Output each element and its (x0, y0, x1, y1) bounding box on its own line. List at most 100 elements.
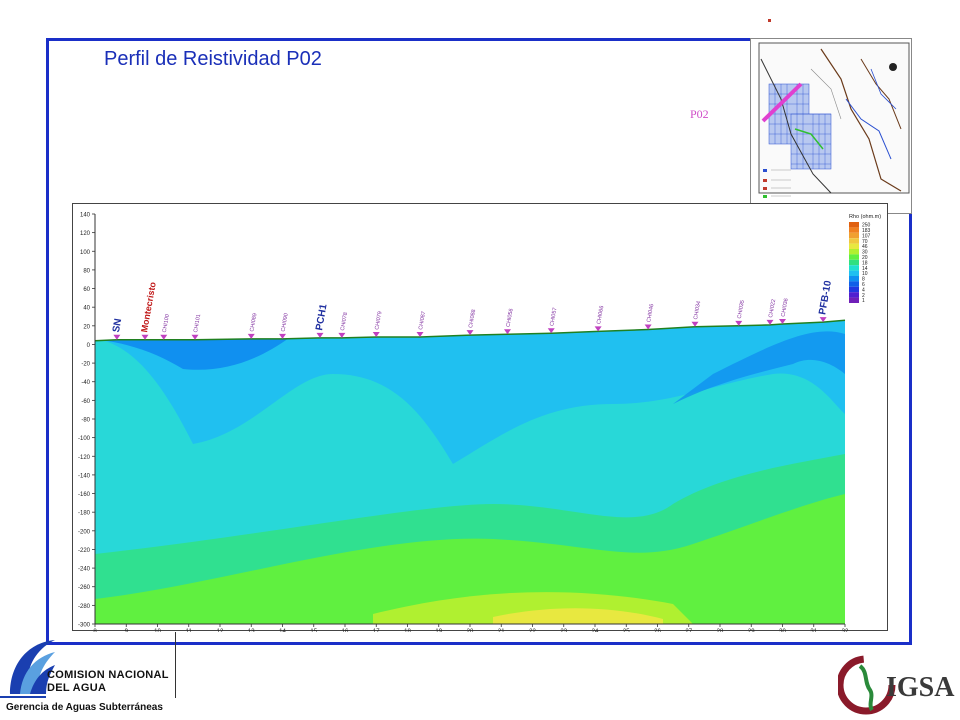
legend-value: 30 (862, 250, 868, 256)
station-marker (819, 317, 827, 323)
station-marker (191, 334, 199, 340)
legend-swatch (849, 232, 859, 239)
conagua-logo (0, 640, 55, 698)
station-marker (141, 334, 149, 340)
legend-value: 70 (862, 239, 868, 245)
x-tick-label: 22 (529, 629, 536, 632)
legend-swatch (849, 254, 859, 260)
legend-title: Rho (ohm.m) (849, 214, 881, 220)
station-markers: SN Montecristo CHI100 CHI101 CHI089 CHI090 PCH… (111, 279, 834, 340)
station-label: CHI088 (468, 309, 477, 328)
station-label: CHI090 (281, 313, 290, 332)
x-tick-label: 24 (592, 629, 599, 632)
conagua-line2: DEL AGUA (47, 682, 107, 694)
y-tick-label: -40 (81, 380, 90, 386)
legend-swatch (849, 270, 859, 276)
station-label: CHI078 (340, 312, 349, 331)
station-label: PFB-10 (817, 279, 834, 315)
y-tick-label: -20 (81, 362, 90, 368)
igsa-label: IGSA (886, 672, 955, 703)
legend-value: 10 (862, 271, 868, 277)
station-label: CHI022 (768, 299, 777, 318)
y-tick-label: 140 (80, 213, 91, 219)
x-tick-label: 20 (467, 629, 474, 632)
x-tick-label: 27 (685, 629, 692, 632)
legend-swatch (849, 265, 859, 271)
station-marker (247, 333, 255, 339)
station-label: CHI101 (193, 314, 202, 333)
red-dot-mark (768, 19, 771, 22)
minimap-svg (758, 42, 910, 198)
station-marker (113, 334, 121, 340)
legend-value: 183 (862, 228, 871, 234)
station-label: CHI046 (646, 303, 655, 322)
conagua-name: COMISION NACIONAL DEL AGUA (47, 669, 169, 695)
station-marker (316, 332, 324, 338)
topography-line (94, 319, 846, 342)
legend-swatch (849, 259, 859, 266)
x-tick-label: 29 (748, 629, 755, 632)
y-tick-label: -240 (78, 567, 91, 573)
legend-swatch (849, 297, 859, 303)
igsa-logo (838, 655, 896, 715)
station-marker (547, 328, 555, 334)
y-tick-label: 60 (83, 287, 90, 293)
x-tick-label: 23 (560, 629, 567, 632)
station-label: CHI079 (374, 311, 383, 330)
legend-value: 250 (862, 223, 871, 229)
page-title: Perfil de Reistividad P02 (104, 48, 322, 70)
x-tick-label: 25 (623, 629, 630, 632)
legend-value: 8 (862, 277, 865, 283)
legend-swatch (849, 249, 859, 255)
x-tick-label: 19 (435, 629, 442, 632)
station-label: CHI036 (781, 298, 790, 317)
station-marker (160, 334, 168, 340)
y-tick-label: -260 (78, 585, 91, 591)
station-label: CHI034 (693, 301, 702, 320)
y-tick-label: 40 (83, 306, 90, 312)
y-tick-label: 100 (80, 250, 91, 256)
legend-value: 46 (862, 244, 868, 250)
legend-swatch (849, 281, 859, 287)
station-label: CHI066 (596, 305, 605, 324)
igsa-wordmark: IGSA (886, 672, 954, 704)
station-marker (691, 321, 699, 327)
y-tick-label: -60 (81, 399, 90, 405)
legend-swatch (849, 227, 859, 233)
y-tick-label: -80 (81, 418, 90, 424)
station-marker (779, 318, 786, 324)
station-label: CHI100 (162, 314, 171, 333)
legend-value: 1 (862, 298, 865, 304)
legend-value: 6 (862, 282, 865, 288)
station-marker (735, 320, 743, 326)
x-tick-label: 32 (842, 629, 849, 632)
station-marker (644, 324, 652, 330)
station-label: SN (111, 318, 124, 334)
station-label: PCH1 (314, 303, 330, 332)
legend-value: 107 (862, 233, 871, 239)
y-tick-label: -200 (78, 529, 91, 535)
y-tick-label: -140 (78, 473, 91, 479)
x-tick-label: 16 (342, 629, 349, 632)
map-profile-label: P02 (690, 107, 709, 121)
station-marker (466, 330, 474, 336)
profile-svg: 140120100806040200-20-40-60-80-100-120-1… (78, 213, 881, 636)
station-marker (594, 326, 602, 332)
y-tick-label: 0 (87, 343, 91, 349)
x-tick-label: 12 (217, 629, 224, 632)
legend-swatch (849, 276, 859, 282)
y-tick-label: -100 (78, 436, 91, 442)
y-tick-label: -160 (78, 492, 91, 498)
legend-value: 20 (862, 255, 868, 261)
station-label: Montecristo (139, 281, 158, 333)
legend-swatch (849, 286, 859, 293)
x-tick-label: 17 (373, 629, 380, 632)
station-marker (416, 332, 424, 337)
x-tick-label: 18 (404, 629, 411, 632)
location-minimap (750, 38, 912, 214)
station-marker (338, 332, 346, 338)
x-tick-label: 13 (248, 629, 255, 632)
station-label: CHI056 (506, 308, 515, 327)
station-label: CHI057 (549, 307, 558, 326)
x-tick-label: 31 (810, 629, 817, 632)
